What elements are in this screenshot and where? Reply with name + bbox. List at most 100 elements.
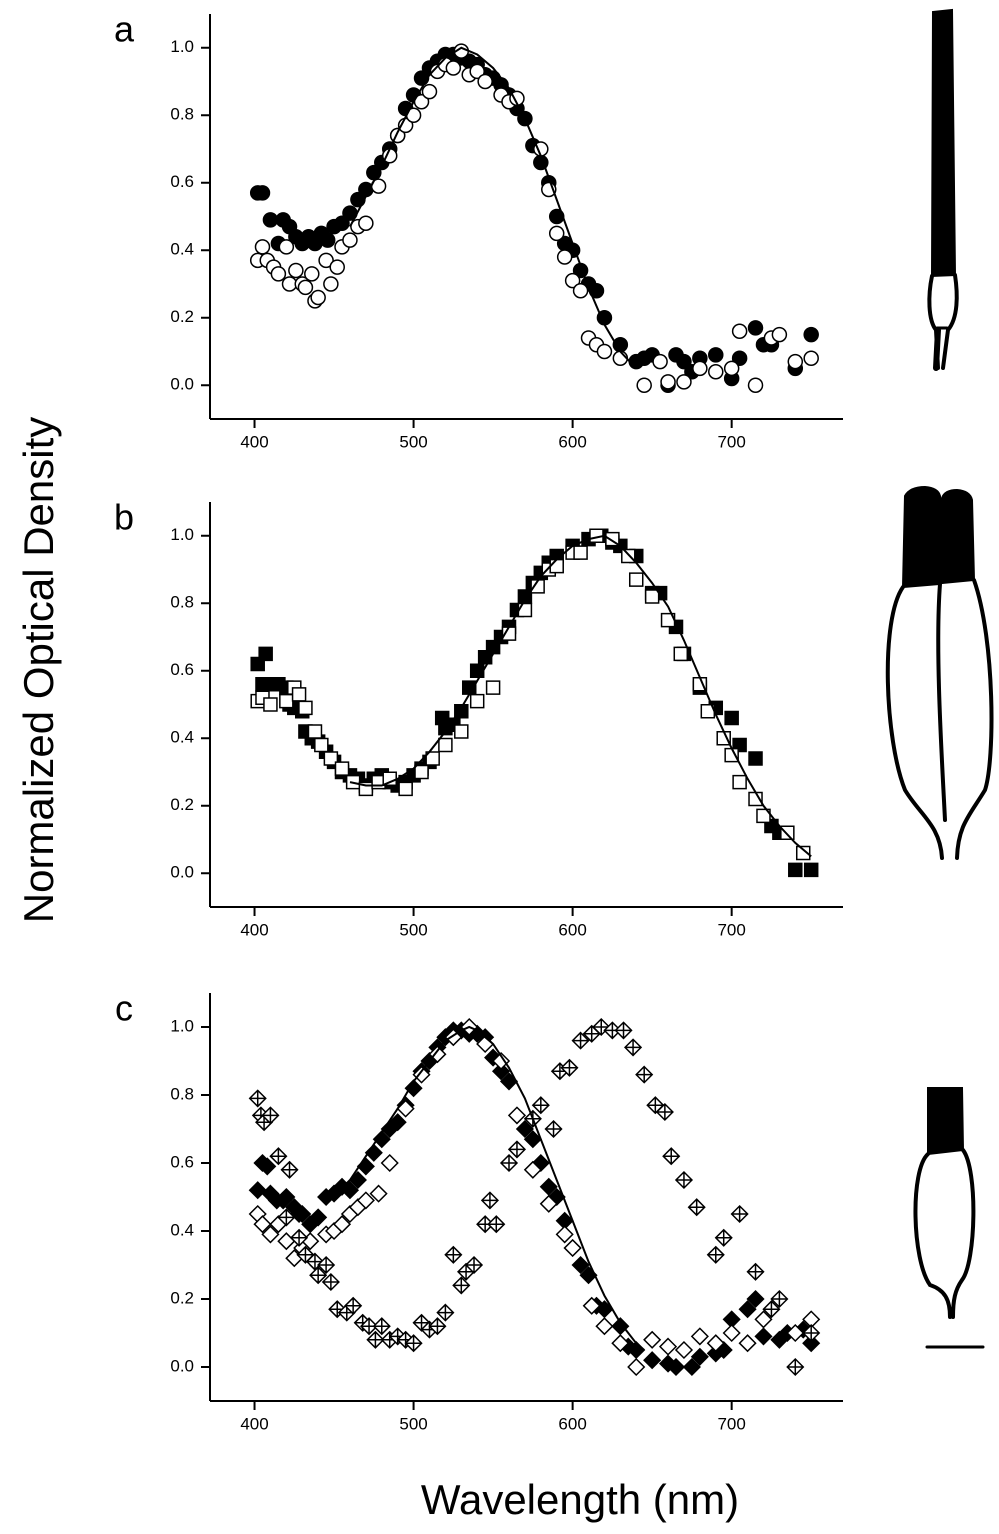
data-point: [261, 1225, 280, 1244]
data-point: [318, 252, 334, 269]
data-point: [573, 545, 588, 560]
data-point: [412, 1065, 431, 1084]
data-point: [499, 1153, 519, 1173]
x-tick-label: 600: [558, 920, 586, 939]
data-point: [307, 724, 323, 739]
data-point: [549, 558, 564, 574]
data-point: [372, 1317, 391, 1336]
data-point: [421, 83, 438, 100]
data-point: [254, 185, 271, 201]
data-point: [788, 862, 803, 878]
data-point: [323, 751, 339, 766]
y-tick-label: 0.4: [170, 240, 194, 259]
data-point: [544, 1119, 563, 1139]
data-point: [366, 1330, 385, 1349]
data-point: [278, 239, 295, 255]
data-point: [270, 266, 287, 282]
data-point: [627, 1357, 646, 1377]
data-point: [281, 276, 298, 292]
data-point: [517, 602, 533, 618]
y-tick-label: 0.4: [170, 1220, 194, 1239]
data-point: [595, 1317, 614, 1336]
y-tick-label: 0.8: [170, 593, 194, 612]
data-point: [523, 1160, 542, 1179]
data-point: [342, 232, 358, 248]
data-point: [388, 1113, 407, 1132]
data-point: [369, 1184, 388, 1203]
data-point: [611, 1334, 630, 1353]
data-point: [428, 1045, 447, 1064]
panel: c 0.0 0.2 0.4 0.6 0.8 1.0 400 500 600 700: [115, 988, 843, 1433]
data-point: [263, 697, 278, 712]
data-point: [414, 764, 429, 780]
x-tick-label: 500: [399, 920, 427, 939]
data-point: [731, 323, 748, 339]
data-point: [404, 1079, 423, 1098]
data-point: [304, 266, 320, 282]
panel: b 0.0 0.2 0.4 0.6 0.8 1.0 400 500 600 700: [114, 497, 843, 939]
data-point: [623, 1038, 643, 1057]
data-point: [380, 1153, 399, 1173]
data-point: [253, 1215, 272, 1234]
data-point: [673, 646, 689, 662]
data-point: [261, 1106, 280, 1125]
data-point: [674, 1340, 694, 1360]
data-point: [539, 1194, 558, 1213]
data-point: [457, 1262, 476, 1281]
data-point: [722, 1323, 741, 1343]
y-tick-label: 1.0: [170, 1016, 194, 1035]
data-point: [515, 1119, 534, 1139]
cell-drawings: [885, 8, 994, 1349]
data-point: [428, 1317, 447, 1336]
data-point: [491, 1051, 511, 1071]
x-tick-label: 400: [240, 432, 268, 451]
data-point: [646, 1096, 665, 1115]
fit-line: [349, 46, 637, 370]
data-point: [564, 272, 581, 289]
data-point: [262, 212, 279, 228]
data-point: [309, 1208, 328, 1227]
data-point: [628, 572, 644, 587]
data-point: [425, 751, 440, 766]
data-point: [258, 1157, 277, 1176]
data-point: [464, 1255, 484, 1275]
data-point: [723, 360, 740, 377]
data-point: [359, 1317, 379, 1336]
data-point: [297, 279, 314, 296]
data-point: [398, 781, 413, 797]
y-tick-label: 0.0: [170, 1356, 194, 1375]
data-point: [786, 1357, 805, 1377]
data-point: [748, 751, 763, 766]
data-point: [321, 1272, 340, 1292]
panel: a 0.0 0.2 0.4 0.6 0.8 1.0 400 500 600 700: [114, 9, 843, 451]
data-point: [738, 1334, 757, 1353]
data-point: [674, 1170, 694, 1190]
data-point: [477, 73, 493, 90]
data-point: [738, 1300, 757, 1319]
data-point: [310, 289, 326, 306]
data-point: [356, 1191, 375, 1210]
data-point: [612, 350, 629, 366]
x-tick-label: 400: [240, 920, 268, 939]
data-point: [635, 1065, 654, 1084]
data-point: [658, 1337, 678, 1356]
panel-label: c: [115, 988, 133, 1029]
data-point: [802, 1334, 821, 1353]
data-point: [690, 1327, 709, 1346]
data-point: [803, 326, 819, 343]
data-point: [571, 1255, 590, 1275]
data-point: [469, 693, 485, 709]
data-point: [280, 1160, 299, 1179]
data-point: [523, 1130, 542, 1149]
data-point: [291, 687, 307, 702]
data-point: [771, 326, 788, 343]
data-point: [329, 259, 345, 275]
data-point: [746, 1289, 765, 1309]
data-point: [802, 1323, 821, 1343]
data-point: [572, 283, 589, 299]
data-point: [756, 808, 771, 824]
data-point: [444, 1245, 463, 1264]
data-point: [469, 663, 485, 678]
